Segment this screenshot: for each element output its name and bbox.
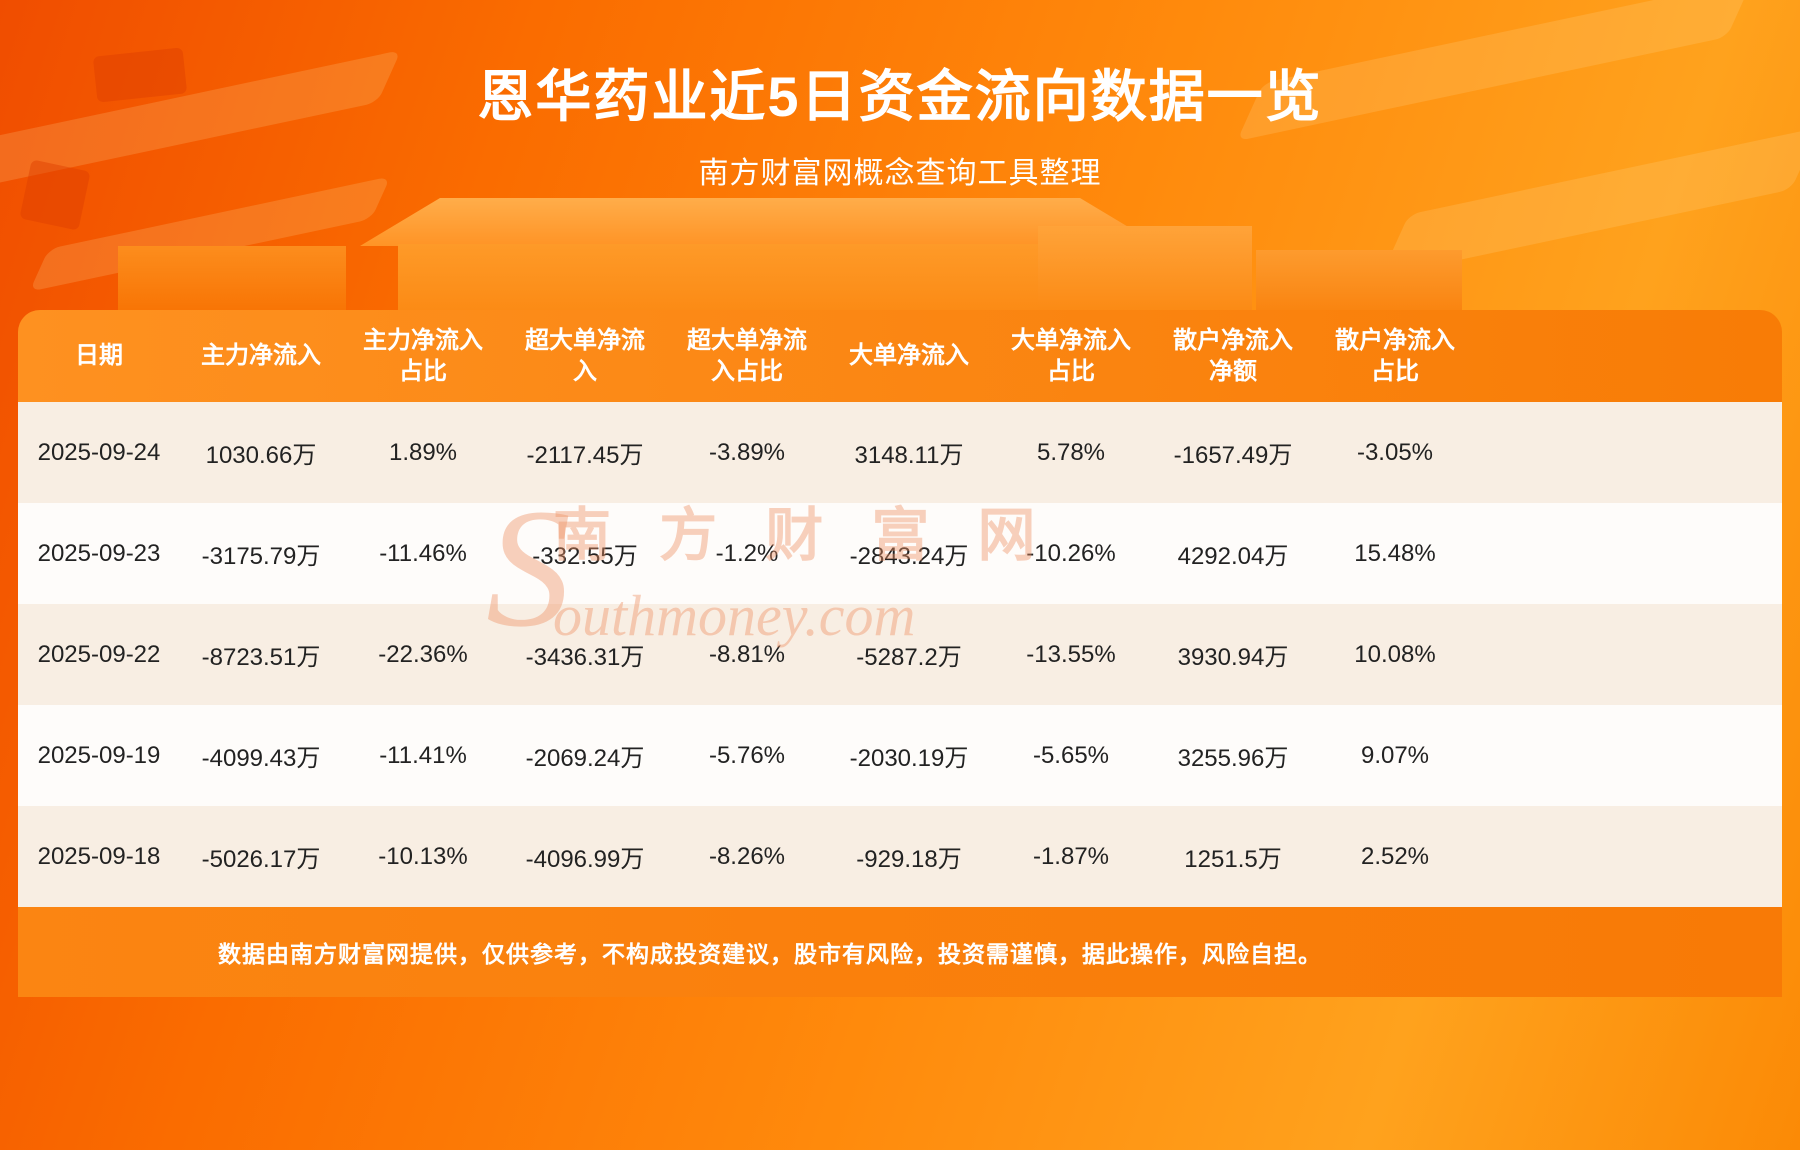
column-header-date: 日期 [75, 342, 123, 370]
table-cell: -13.55% [1026, 640, 1116, 668]
table-cell: 1030.66万 [205, 442, 317, 469]
table-cell: -3.05% [1356, 438, 1434, 466]
podium-side-box [1256, 250, 1462, 312]
table-cell: -2069.24万 [525, 745, 645, 772]
table-cell: -22.36% [378, 640, 468, 668]
table-cell: 3930.94万 [1177, 644, 1289, 671]
table-cell: 3148.11万 [854, 442, 964, 469]
disclaimer-text: 数据由南方财富网提供，仅供参考，不构成投资建议，股市有风险，投资需谨慎，据此操作… [218, 941, 1322, 967]
podium-side-box [118, 246, 346, 312]
table-cell: 2025-09-24 [37, 438, 161, 466]
column-header-main-net-inflow: 主力净流入 [201, 342, 321, 370]
table-cell: 3255.96万 [1177, 745, 1289, 772]
table-row: 2025-09-23 -3175.79万 -11.46% -332.55万 -1… [18, 503, 1782, 604]
table-cell: -3.89% [708, 438, 786, 466]
table-cell: 5.78% [1036, 438, 1106, 466]
table-cell: 2.52% [1360, 842, 1430, 870]
page-subtitle: 南方财富网概念查询工具整理 [698, 157, 1102, 190]
table-row: 2025-09-24 1030.66万 1.89% -2117.45万 -3.8… [18, 402, 1782, 503]
column-header-retail-net-amount: 散户净流入净额 [1173, 326, 1293, 385]
table-cell: 4292.04万 [1177, 543, 1289, 570]
table-header-row: 日期 主力净流入 主力净流入占比 超大单净流入 超大单净流入占比 大单净流入 大… [18, 310, 1782, 402]
column-header-xl-order-ratio: 超大单净流入占比 [687, 326, 807, 385]
table-cell: -4096.99万 [525, 846, 645, 873]
table-cell: 15.48% [1354, 539, 1436, 567]
table-cell: -5287.2万 [856, 644, 962, 671]
table-cell: -8.81% [708, 640, 786, 668]
column-header-retail-net-ratio: 散户净流入占比 [1335, 326, 1455, 385]
table-cell: -3175.79万 [201, 543, 321, 570]
table-cell: -5.76% [708, 741, 786, 769]
page-title: 恩华药业近5日资金流向数据一览 [477, 65, 1323, 128]
table-cell: -2843.24万 [849, 543, 969, 570]
table-cell: -2030.19万 [849, 745, 969, 772]
column-header-main-net-ratio: 主力净流入占比 [363, 326, 483, 385]
table-cell: -5.65% [1032, 741, 1110, 769]
table-cell: 1251.5万 [1184, 846, 1282, 873]
table-cell: 2025-09-19 [37, 741, 161, 769]
table-cell: -8723.51万 [201, 644, 321, 671]
table-cell: 2025-09-18 [37, 842, 161, 870]
column-header-large-order-ratio: 大单净流入占比 [1011, 326, 1131, 385]
table-cell: 9.07% [1360, 741, 1430, 769]
table-cell: -5026.17万 [201, 846, 321, 873]
column-header-large-order-inflow: 大单净流入 [849, 342, 969, 370]
table-cell: 2025-09-22 [37, 640, 161, 668]
table-cell: -4099.43万 [201, 745, 321, 772]
table-cell: -8.26% [708, 842, 786, 870]
table-cell: -10.13% [378, 842, 468, 870]
table-cell: -2117.45万 [526, 442, 644, 469]
podium-side-box [1038, 226, 1252, 312]
table-cell: -1.2% [715, 539, 779, 567]
disclaimer-bar: 数据由南方财富网提供，仅供参考，不构成投资建议，股市有风险，投资需谨慎，据此操作… [18, 907, 1782, 997]
table-cell: -3436.31万 [525, 644, 645, 671]
table-row: 2025-09-22 -8723.51万 -22.36% -3436.31万 -… [18, 604, 1782, 705]
table-row: 2025-09-19 -4099.43万 -11.41% -2069.24万 -… [18, 705, 1782, 806]
table-cell: -1657.49万 [1173, 442, 1293, 469]
column-header-xl-order-inflow: 超大单净流入 [525, 326, 645, 385]
table-cell: -11.46% [379, 539, 467, 567]
podium-top-face [360, 198, 1160, 246]
table-cell: 2025-09-23 [37, 539, 161, 567]
fund-flow-table: 日期 主力净流入 主力净流入占比 超大单净流入 超大单净流入占比 大单净流入 大… [18, 310, 1782, 997]
table-cell: 1.89% [388, 438, 458, 466]
table-row: 2025-09-18 -5026.17万 -10.13% -4096.99万 -… [18, 806, 1782, 907]
table-cell: -10.26% [1026, 539, 1116, 567]
table-cell: -929.18万 [856, 846, 962, 873]
table-cell: -11.41% [379, 741, 467, 769]
table-cell: 10.08% [1354, 640, 1436, 668]
podium-front-face [398, 244, 1124, 314]
table-cell: -332.55万 [532, 543, 638, 570]
table-cell: -1.87% [1032, 842, 1110, 870]
